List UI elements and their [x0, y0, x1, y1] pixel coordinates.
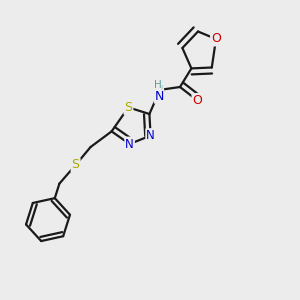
Text: O: O	[211, 32, 221, 46]
Text: H: H	[154, 80, 161, 90]
Text: N: N	[125, 137, 134, 151]
Text: N: N	[154, 90, 164, 103]
Text: S: S	[124, 101, 132, 114]
Text: H: H	[155, 85, 163, 95]
Text: N: N	[146, 129, 155, 142]
Text: S: S	[72, 158, 80, 172]
Text: O: O	[193, 94, 202, 107]
